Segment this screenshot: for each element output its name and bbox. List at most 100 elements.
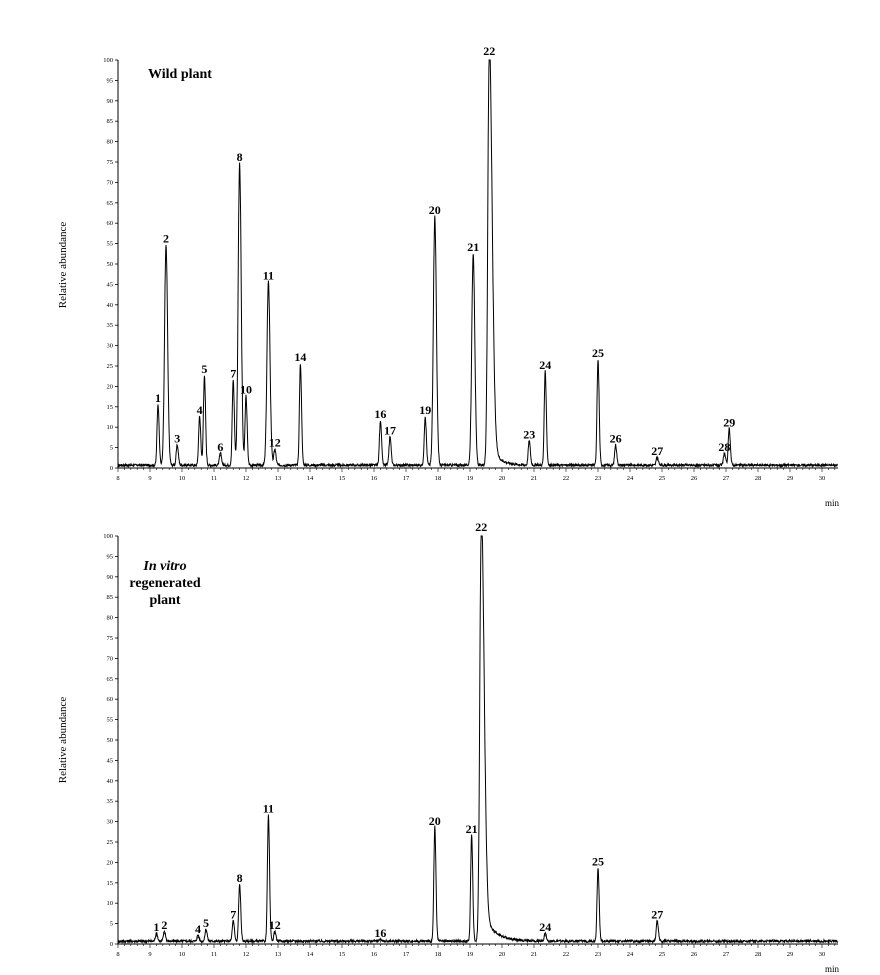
peak-label-22: 22 <box>483 44 495 58</box>
peak-apex-17 <box>389 438 391 441</box>
peak-apex-16 <box>379 422 381 424</box>
y-tick-label: 100 <box>103 533 113 540</box>
peak-label-12: 12 <box>269 436 281 450</box>
peak-apex-7 <box>232 381 234 383</box>
peak-apex-14 <box>299 365 301 367</box>
x-tick-label: 14 <box>307 951 314 958</box>
y-axis-label: Relative abundance <box>57 222 69 309</box>
x-tick-label: 29 <box>787 475 794 482</box>
peak-apex-19 <box>424 418 426 420</box>
peak-apex-26 <box>615 447 617 449</box>
chromatogram-trace <box>117 59 838 469</box>
peak-apex-20 <box>434 218 436 220</box>
x-tick-label: 25 <box>659 951 666 958</box>
x-tick-label: 11 <box>211 475 217 482</box>
y-tick-label: 90 <box>107 98 114 105</box>
x-tick-label: 26 <box>691 951 698 958</box>
y-tick-label: 45 <box>107 757 114 764</box>
peak-label-5: 5 <box>201 362 207 376</box>
peak-apex-12 <box>274 933 276 935</box>
peak-label-21: 21 <box>467 240 479 254</box>
x-tick-label: 8 <box>116 475 119 482</box>
peak-label-1: 1 <box>153 920 159 934</box>
y-tick-label: 10 <box>107 900 114 907</box>
y-tick-label: 30 <box>107 343 114 350</box>
y-tick-label: 100 <box>103 57 113 64</box>
peak-apex-7 <box>232 923 234 925</box>
peak-label-6: 6 <box>217 440 223 454</box>
x-tick-label: 17 <box>403 475 410 482</box>
peak-label-2: 2 <box>161 918 167 932</box>
peak-apex-1 <box>155 935 157 937</box>
y-tick-label: 30 <box>107 819 114 826</box>
panel-wild-plant: 0510152025303540455055606570758085909510… <box>57 44 839 508</box>
peak-apex-22 <box>480 535 482 537</box>
peak-apex-5 <box>205 931 207 933</box>
peak-apex-5 <box>203 377 205 379</box>
x-axis-label: min <box>825 498 840 508</box>
x-tick-label: 8 <box>116 951 119 958</box>
peak-label-17: 17 <box>384 423 396 437</box>
y-tick-label: 5 <box>110 445 113 452</box>
y-tick-label: 55 <box>107 717 114 724</box>
peak-label-24: 24 <box>539 358 551 372</box>
peak-apex-27 <box>656 459 658 461</box>
peak-label-11: 11 <box>263 268 274 282</box>
peak-apex-12 <box>274 451 276 453</box>
y-tick-label: 90 <box>107 574 114 581</box>
y-tick-label: 0 <box>110 941 113 948</box>
y-tick-label: 65 <box>107 676 114 683</box>
peak-label-4: 4 <box>195 922 201 936</box>
peak-label-7: 7 <box>230 908 236 922</box>
peak-label-4: 4 <box>197 403 203 417</box>
chromatogram-trace <box>117 535 839 945</box>
peak-label-1: 1 <box>155 391 161 405</box>
x-tick-label: 20 <box>499 951 506 958</box>
y-tick-label: 85 <box>107 594 114 601</box>
peak-apex-2 <box>163 933 165 935</box>
peak-apex-20 <box>434 829 436 831</box>
x-tick-label: 20 <box>499 475 506 482</box>
peak-apex-8 <box>239 886 241 888</box>
panel-title-italic: In vitro <box>142 559 186 574</box>
x-tick-label: 11 <box>211 951 217 958</box>
peak-label-27: 27 <box>651 444 663 458</box>
peak-apex-22 <box>488 59 490 61</box>
peak-label-14: 14 <box>294 350 306 364</box>
y-tick-label: 35 <box>107 322 114 329</box>
peak-label-23: 23 <box>523 428 535 442</box>
peak-label-20: 20 <box>429 814 441 828</box>
x-tick-label: 10 <box>179 475 186 482</box>
peak-apex-25 <box>597 361 599 363</box>
x-tick-label: 30 <box>819 951 826 958</box>
peak-label-21: 21 <box>466 822 478 836</box>
peak-apex-29 <box>728 430 730 432</box>
peak-apex-16 <box>379 941 381 943</box>
y-tick-label: 25 <box>107 363 114 370</box>
x-tick-label: 15 <box>339 475 346 482</box>
peak-label-5: 5 <box>203 916 209 930</box>
y-tick-label: 60 <box>107 220 114 227</box>
y-tick-label: 50 <box>107 737 114 744</box>
peak-label-8: 8 <box>237 150 243 164</box>
x-tick-label: 26 <box>691 475 698 482</box>
peak-label-27: 27 <box>651 908 663 922</box>
peak-apex-28 <box>723 455 726 457</box>
peak-apex-4 <box>197 937 199 939</box>
peak-label-19: 19 <box>419 403 431 417</box>
x-tick-label: 19 <box>467 951 474 958</box>
peak-label-22: 22 <box>475 520 487 534</box>
peak-label-16: 16 <box>374 926 386 940</box>
peak-label-28: 28 <box>718 440 730 454</box>
peak-apex-27 <box>656 923 658 925</box>
x-tick-label: 23 <box>595 475 602 482</box>
x-tick-label: 23 <box>595 951 602 958</box>
y-tick-label: 85 <box>107 118 114 125</box>
y-tick-label: 0 <box>110 465 113 472</box>
y-tick-label: 65 <box>107 200 114 207</box>
x-tick-label: 27 <box>723 475 730 482</box>
x-tick-label: 16 <box>371 475 378 482</box>
x-tick-label: 18 <box>435 475 442 482</box>
x-tick-label: 24 <box>627 951 634 958</box>
